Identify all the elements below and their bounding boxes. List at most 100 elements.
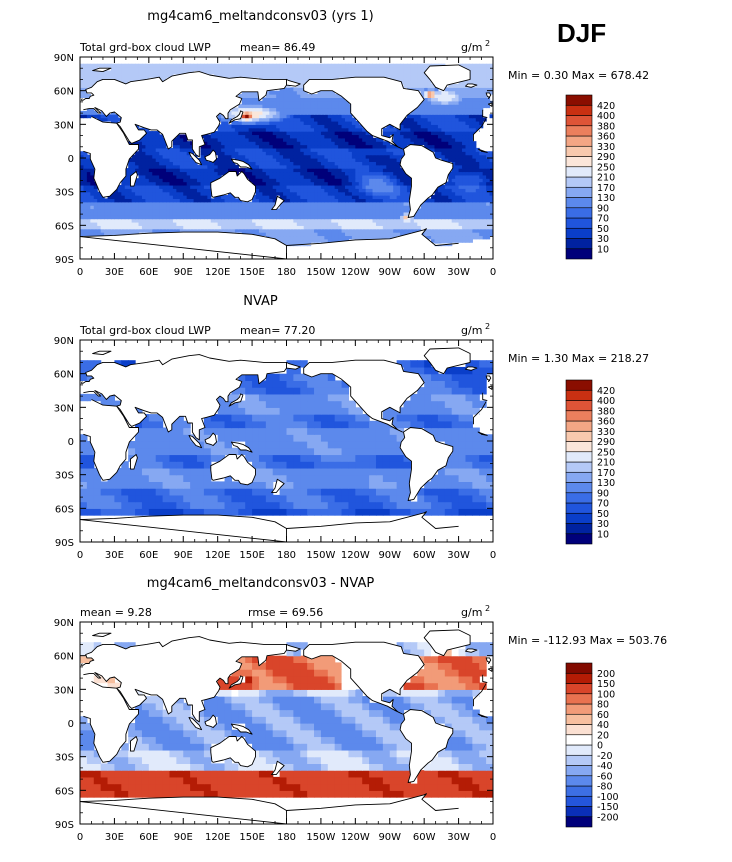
heatmap-cell: [307, 94, 311, 98]
colorbar-swatch: [566, 105, 592, 115]
heatmap-cell: [121, 481, 128, 488]
heatmap-cell: [238, 64, 242, 68]
heatmap-cell: [390, 145, 394, 149]
panel-mean-label: mean= 86.49: [240, 41, 315, 54]
heatmap-cell: [452, 84, 456, 88]
heatmap-cell: [280, 64, 284, 68]
colorbar-label: 30: [597, 234, 609, 245]
heatmap-cell: [438, 481, 445, 488]
heatmap-cell: [383, 495, 390, 502]
heatmap-cell: [390, 488, 397, 495]
heatmap-cell: [293, 488, 300, 495]
colorbar-swatch: [566, 218, 592, 228]
heatmap-cell: [342, 488, 349, 495]
heatmap-cell: [169, 508, 176, 515]
heatmap-cell: [431, 481, 438, 488]
heatmap-cell: [362, 481, 369, 488]
colorbar-swatch: [566, 239, 592, 249]
heatmap-cell: [280, 508, 287, 515]
heatmap-cell: [397, 502, 404, 509]
heatmap-cell: [307, 502, 314, 509]
heatmap-cell: [431, 508, 438, 515]
heatmap-cell: [383, 141, 387, 145]
lon-label: 30E: [105, 267, 124, 278]
heatmap-cell: [156, 488, 163, 495]
heatmap-cell: [335, 64, 339, 68]
heatmap-cell: [245, 168, 249, 172]
heatmap-cell: [348, 502, 355, 509]
heatmap-cell: [287, 508, 294, 515]
heatmap-cell: [211, 488, 218, 495]
heatmap-cell: [345, 64, 349, 68]
heatmap-cell: [472, 64, 476, 68]
heatmap-cell: [383, 488, 390, 495]
heatmap-cell: [108, 481, 115, 488]
heatmap-cell: [472, 141, 476, 145]
heatmap-cell: [273, 508, 280, 515]
heatmap-cell: [149, 481, 156, 488]
heatmap-cell: [373, 64, 377, 68]
heatmap-cell: [149, 502, 156, 509]
heatmap-cell: [273, 64, 277, 68]
heatmap-cell: [97, 114, 101, 118]
heatmap-cell: [87, 488, 94, 495]
heatmap-cell: [108, 64, 112, 68]
heatmap-cell: [187, 141, 191, 145]
heatmap-cell: [252, 488, 259, 495]
heatmap-cell: [176, 488, 183, 495]
heatmap-cell: [486, 488, 493, 495]
heatmap-cell: [266, 508, 273, 515]
heatmap-cell: [190, 502, 197, 509]
heatmap-cell: [142, 64, 146, 68]
colorbar-label: 250: [597, 162, 615, 173]
heatmap-cell: [328, 64, 332, 68]
colorbar-swatch: [566, 167, 592, 177]
colorbar-swatch: [566, 187, 592, 197]
heatmap-cell: [183, 495, 190, 502]
heatmap-cell: [335, 481, 342, 488]
colorbar-label: 210: [597, 173, 615, 184]
heatmap-cell: [321, 488, 328, 495]
heatmap-cell: [163, 64, 167, 68]
heatmap-cell: [101, 508, 108, 515]
heatmap-cell: [108, 488, 115, 495]
heatmap-cell: [452, 495, 459, 502]
heatmap-cell: [128, 495, 135, 502]
heatmap-cell: [221, 64, 225, 68]
heatmap-cell: [238, 495, 245, 502]
heatmap-cell: [335, 488, 342, 495]
heatmap-cell: [314, 502, 321, 509]
heatmap-cell: [80, 151, 84, 155]
heatmap-cell: [231, 502, 238, 509]
heatmap-cell: [314, 64, 318, 68]
heatmap-cell: [417, 495, 424, 502]
heatmap-cell: [342, 64, 346, 68]
heatmap-cell: [197, 165, 201, 169]
heatmap-cell: [94, 495, 101, 502]
heatmap-cell: [169, 495, 176, 502]
heatmap-cell: [390, 64, 394, 68]
heatmap-cell: [465, 502, 472, 509]
heatmap-cell: [321, 495, 328, 502]
heatmap-cell: [328, 481, 335, 488]
heatmap-cell: [121, 495, 128, 502]
heatmap-cell: [87, 64, 91, 68]
heatmap-cell: [445, 481, 452, 488]
heatmap-cell: [135, 475, 142, 482]
heatmap-cell: [459, 481, 466, 488]
colorbar-swatch: [566, 146, 592, 156]
heatmap-cell: [245, 502, 252, 509]
heatmap-cell: [266, 495, 273, 502]
heatmap-cell: [114, 475, 121, 482]
heatmap-cell: [317, 64, 321, 68]
lon-label: 90W: [378, 267, 401, 278]
heatmap-cell: [252, 502, 259, 509]
heatmap-cell: [156, 481, 163, 488]
heatmap-cell: [183, 488, 190, 495]
heatmap-cell: [479, 508, 486, 515]
heatmap-cell: [304, 64, 308, 68]
heatmap-cell: [390, 495, 397, 502]
heatmap-cell: [156, 495, 163, 502]
heatmap-cell: [414, 64, 418, 68]
